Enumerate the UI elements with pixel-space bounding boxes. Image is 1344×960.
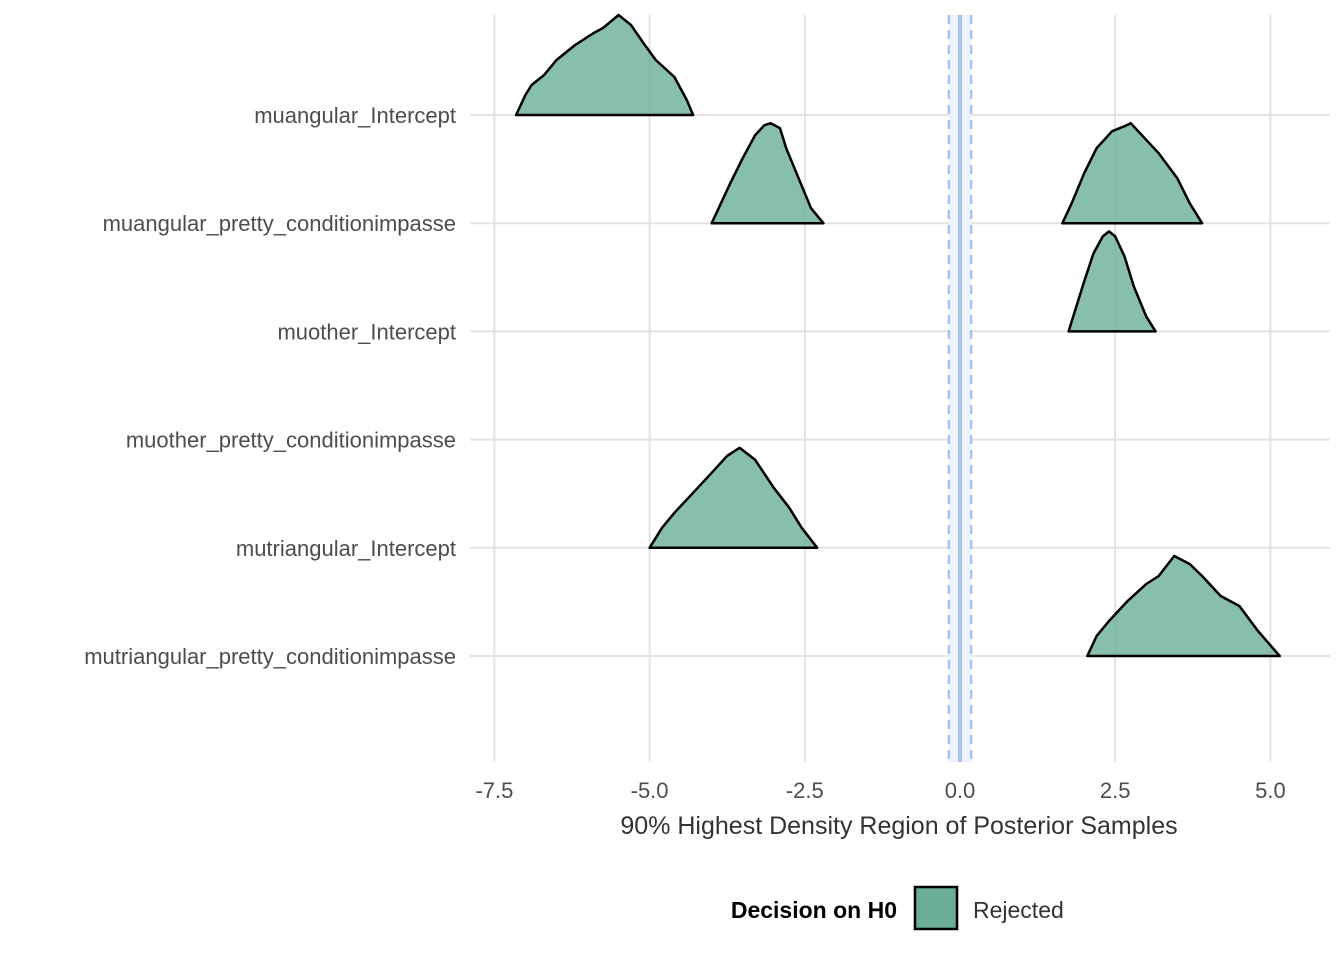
x-tick-label: 0.0 — [945, 778, 976, 803]
y-tick-label: muother_pretty_conditionimpasse — [126, 428, 456, 453]
legend-title: Decision on H0 — [731, 897, 897, 923]
x-tick-label: -7.5 — [475, 778, 513, 803]
density-ridge-muangular_pretty_conditionimpasse — [1061, 121, 1204, 225]
reference-layer — [947, 15, 973, 762]
y-tick-label: mutriangular_Intercept — [236, 536, 456, 561]
legend-label-rejected: Rejected — [973, 897, 1064, 923]
density-ridge-mutriangular_pretty_conditionimpasse — [1086, 554, 1281, 658]
x-tick-labels: -7.5 -5.0 -2.5 0.0 2.5 5.0 — [475, 778, 1285, 803]
density-ridge-mutriangular_Intercept — [648, 446, 819, 550]
legend: Decision on H0 Rejected — [731, 885, 1064, 931]
y-tick-label: mutriangular_pretty_conditionimpasse — [84, 644, 456, 669]
x-tick-label: -2.5 — [786, 778, 824, 803]
y-tick-label: muother_Intercept — [277, 319, 456, 344]
x-tick-label: 2.5 — [1100, 778, 1131, 803]
x-tick-label: 5.0 — [1255, 778, 1286, 803]
x-axis-title: 90% Highest Density Region of Posterior … — [620, 812, 1177, 840]
density-ridge-muother_Intercept — [1067, 230, 1157, 333]
y-tick-label: muangular_Intercept — [254, 103, 456, 128]
density-ridge-muangular_pretty_conditionimpasse — [710, 121, 825, 225]
y-tick-label: muangular_pretty_conditionimpasse — [103, 211, 456, 236]
legend-key-rejected — [913, 885, 959, 931]
x-tick-label: -5.0 — [631, 778, 669, 803]
ridge-layer — [514, 13, 1281, 658]
y-tick-labels: muangular_Intercept muangular_pretty_cond… — [84, 103, 456, 669]
density-ridge-muangular_Intercept — [514, 13, 695, 117]
